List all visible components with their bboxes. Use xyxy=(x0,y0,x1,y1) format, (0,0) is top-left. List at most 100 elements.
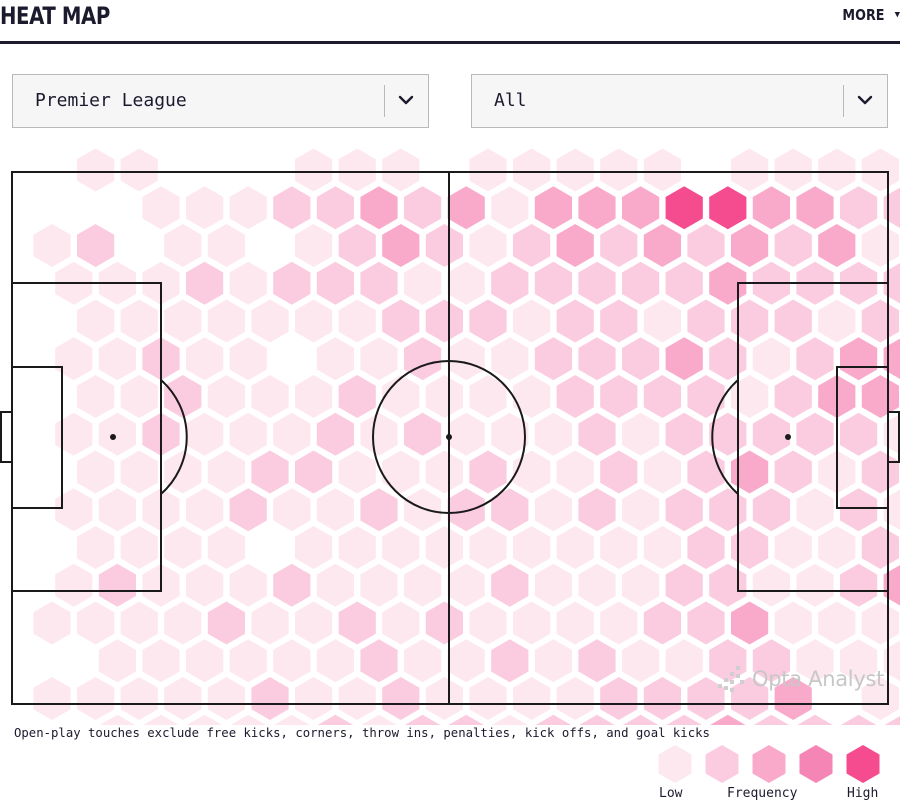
heat-hex xyxy=(579,714,615,725)
heat-hex xyxy=(273,261,311,305)
heat-hex xyxy=(425,601,463,645)
heat-hex xyxy=(643,148,681,192)
heat-hex xyxy=(469,299,507,343)
heat-hex xyxy=(143,714,179,725)
heat-hex xyxy=(796,186,834,230)
heat-hex xyxy=(338,299,376,343)
heat-hex xyxy=(513,375,551,418)
heat-hex xyxy=(120,601,158,645)
heat-hex xyxy=(316,563,354,607)
heat-hex xyxy=(600,224,638,267)
heat-hex xyxy=(840,337,878,381)
more-menu-button[interactable]: MORE ▼ xyxy=(835,6,900,24)
heat-hex xyxy=(33,224,71,267)
heat-hex xyxy=(77,375,115,418)
heat-hex xyxy=(274,714,310,725)
heat-hex xyxy=(883,489,900,531)
heat-hex xyxy=(207,450,245,494)
heat-hex xyxy=(295,677,333,720)
heat-hex xyxy=(295,375,333,418)
heat-hex xyxy=(120,148,158,192)
heat-hex xyxy=(600,148,638,192)
heat-hex xyxy=(883,338,900,380)
opta-analyst-watermark: Opta Analyst xyxy=(716,664,884,694)
heat-hex xyxy=(643,526,681,569)
heat-hex xyxy=(447,261,485,305)
heat-hex xyxy=(491,412,529,456)
heat-hex xyxy=(207,299,245,343)
footnote: Open-play touches exclude free kicks, co… xyxy=(14,726,710,740)
centre-circle xyxy=(372,360,526,514)
opta-logo-icon xyxy=(718,666,744,692)
heat-hex xyxy=(338,148,376,192)
heat-hex xyxy=(534,639,572,683)
heat-hex xyxy=(338,601,376,645)
heat-hex xyxy=(229,337,267,381)
competition-dropdown[interactable]: Premier League xyxy=(12,74,429,128)
heat-hex xyxy=(556,677,594,720)
competition-dropdown-value: Premier League xyxy=(35,90,187,111)
heat-hex xyxy=(513,148,551,192)
heat-hex-layer xyxy=(33,148,900,725)
heat-hex xyxy=(796,412,834,456)
heat-hex xyxy=(447,488,485,532)
heat-hex xyxy=(774,450,812,494)
heat-hex xyxy=(425,299,463,343)
heat-hex xyxy=(229,186,267,230)
heat-hex xyxy=(534,488,572,532)
heat-hex xyxy=(207,677,245,720)
heat-hex xyxy=(752,412,790,456)
heat-hex xyxy=(665,337,703,381)
heat-hex xyxy=(774,526,812,569)
heat-hex xyxy=(643,450,681,494)
heat-hex xyxy=(731,375,769,418)
heat-hex xyxy=(230,714,266,725)
more-label: MORE xyxy=(842,6,885,24)
heat-hex xyxy=(687,375,725,418)
heat-hex xyxy=(534,186,572,230)
heat-hex xyxy=(164,299,202,343)
heat-hex xyxy=(186,714,223,725)
heat-hex xyxy=(404,186,442,230)
heat-hex xyxy=(404,639,442,683)
heat-hex xyxy=(709,186,747,230)
heat-hex xyxy=(753,714,790,725)
heat-hex xyxy=(883,565,900,606)
heat-hex xyxy=(752,488,790,532)
legend-low-label: Low xyxy=(659,786,683,801)
heat-hex xyxy=(774,375,812,418)
heat-hex xyxy=(731,299,769,343)
heat-hex xyxy=(382,224,420,267)
scope-dropdown[interactable]: All xyxy=(471,74,888,128)
heat-hex xyxy=(534,337,572,381)
heat-hex xyxy=(55,337,93,381)
heat-hex xyxy=(229,488,267,532)
heat-hex xyxy=(120,375,158,418)
heat-hex xyxy=(556,224,594,267)
heat-hex xyxy=(840,563,878,607)
heat-hex xyxy=(861,601,899,645)
legend-swatch xyxy=(799,745,833,783)
heat-hex xyxy=(491,186,529,230)
heat-hex xyxy=(55,488,93,532)
heat-hex xyxy=(666,714,702,725)
heat-hex xyxy=(884,716,900,725)
heat-hex xyxy=(796,639,834,683)
heat-hex xyxy=(534,261,572,305)
heat-hex xyxy=(229,261,267,305)
heat-hex xyxy=(33,601,71,645)
heat-hex xyxy=(796,563,834,607)
heat-hex xyxy=(99,714,136,725)
heat-hex xyxy=(556,299,594,343)
heat-hex xyxy=(98,337,136,381)
heat-hex xyxy=(120,677,158,720)
heat-hex xyxy=(77,224,115,267)
heat-hex xyxy=(556,450,594,494)
heat-hex xyxy=(447,186,485,230)
heat-hex xyxy=(709,639,747,683)
heat-hex xyxy=(774,148,812,192)
heat-hex xyxy=(556,526,594,569)
heat-hex xyxy=(687,299,725,343)
heat-hex xyxy=(164,450,202,494)
heat-hex xyxy=(491,488,529,532)
